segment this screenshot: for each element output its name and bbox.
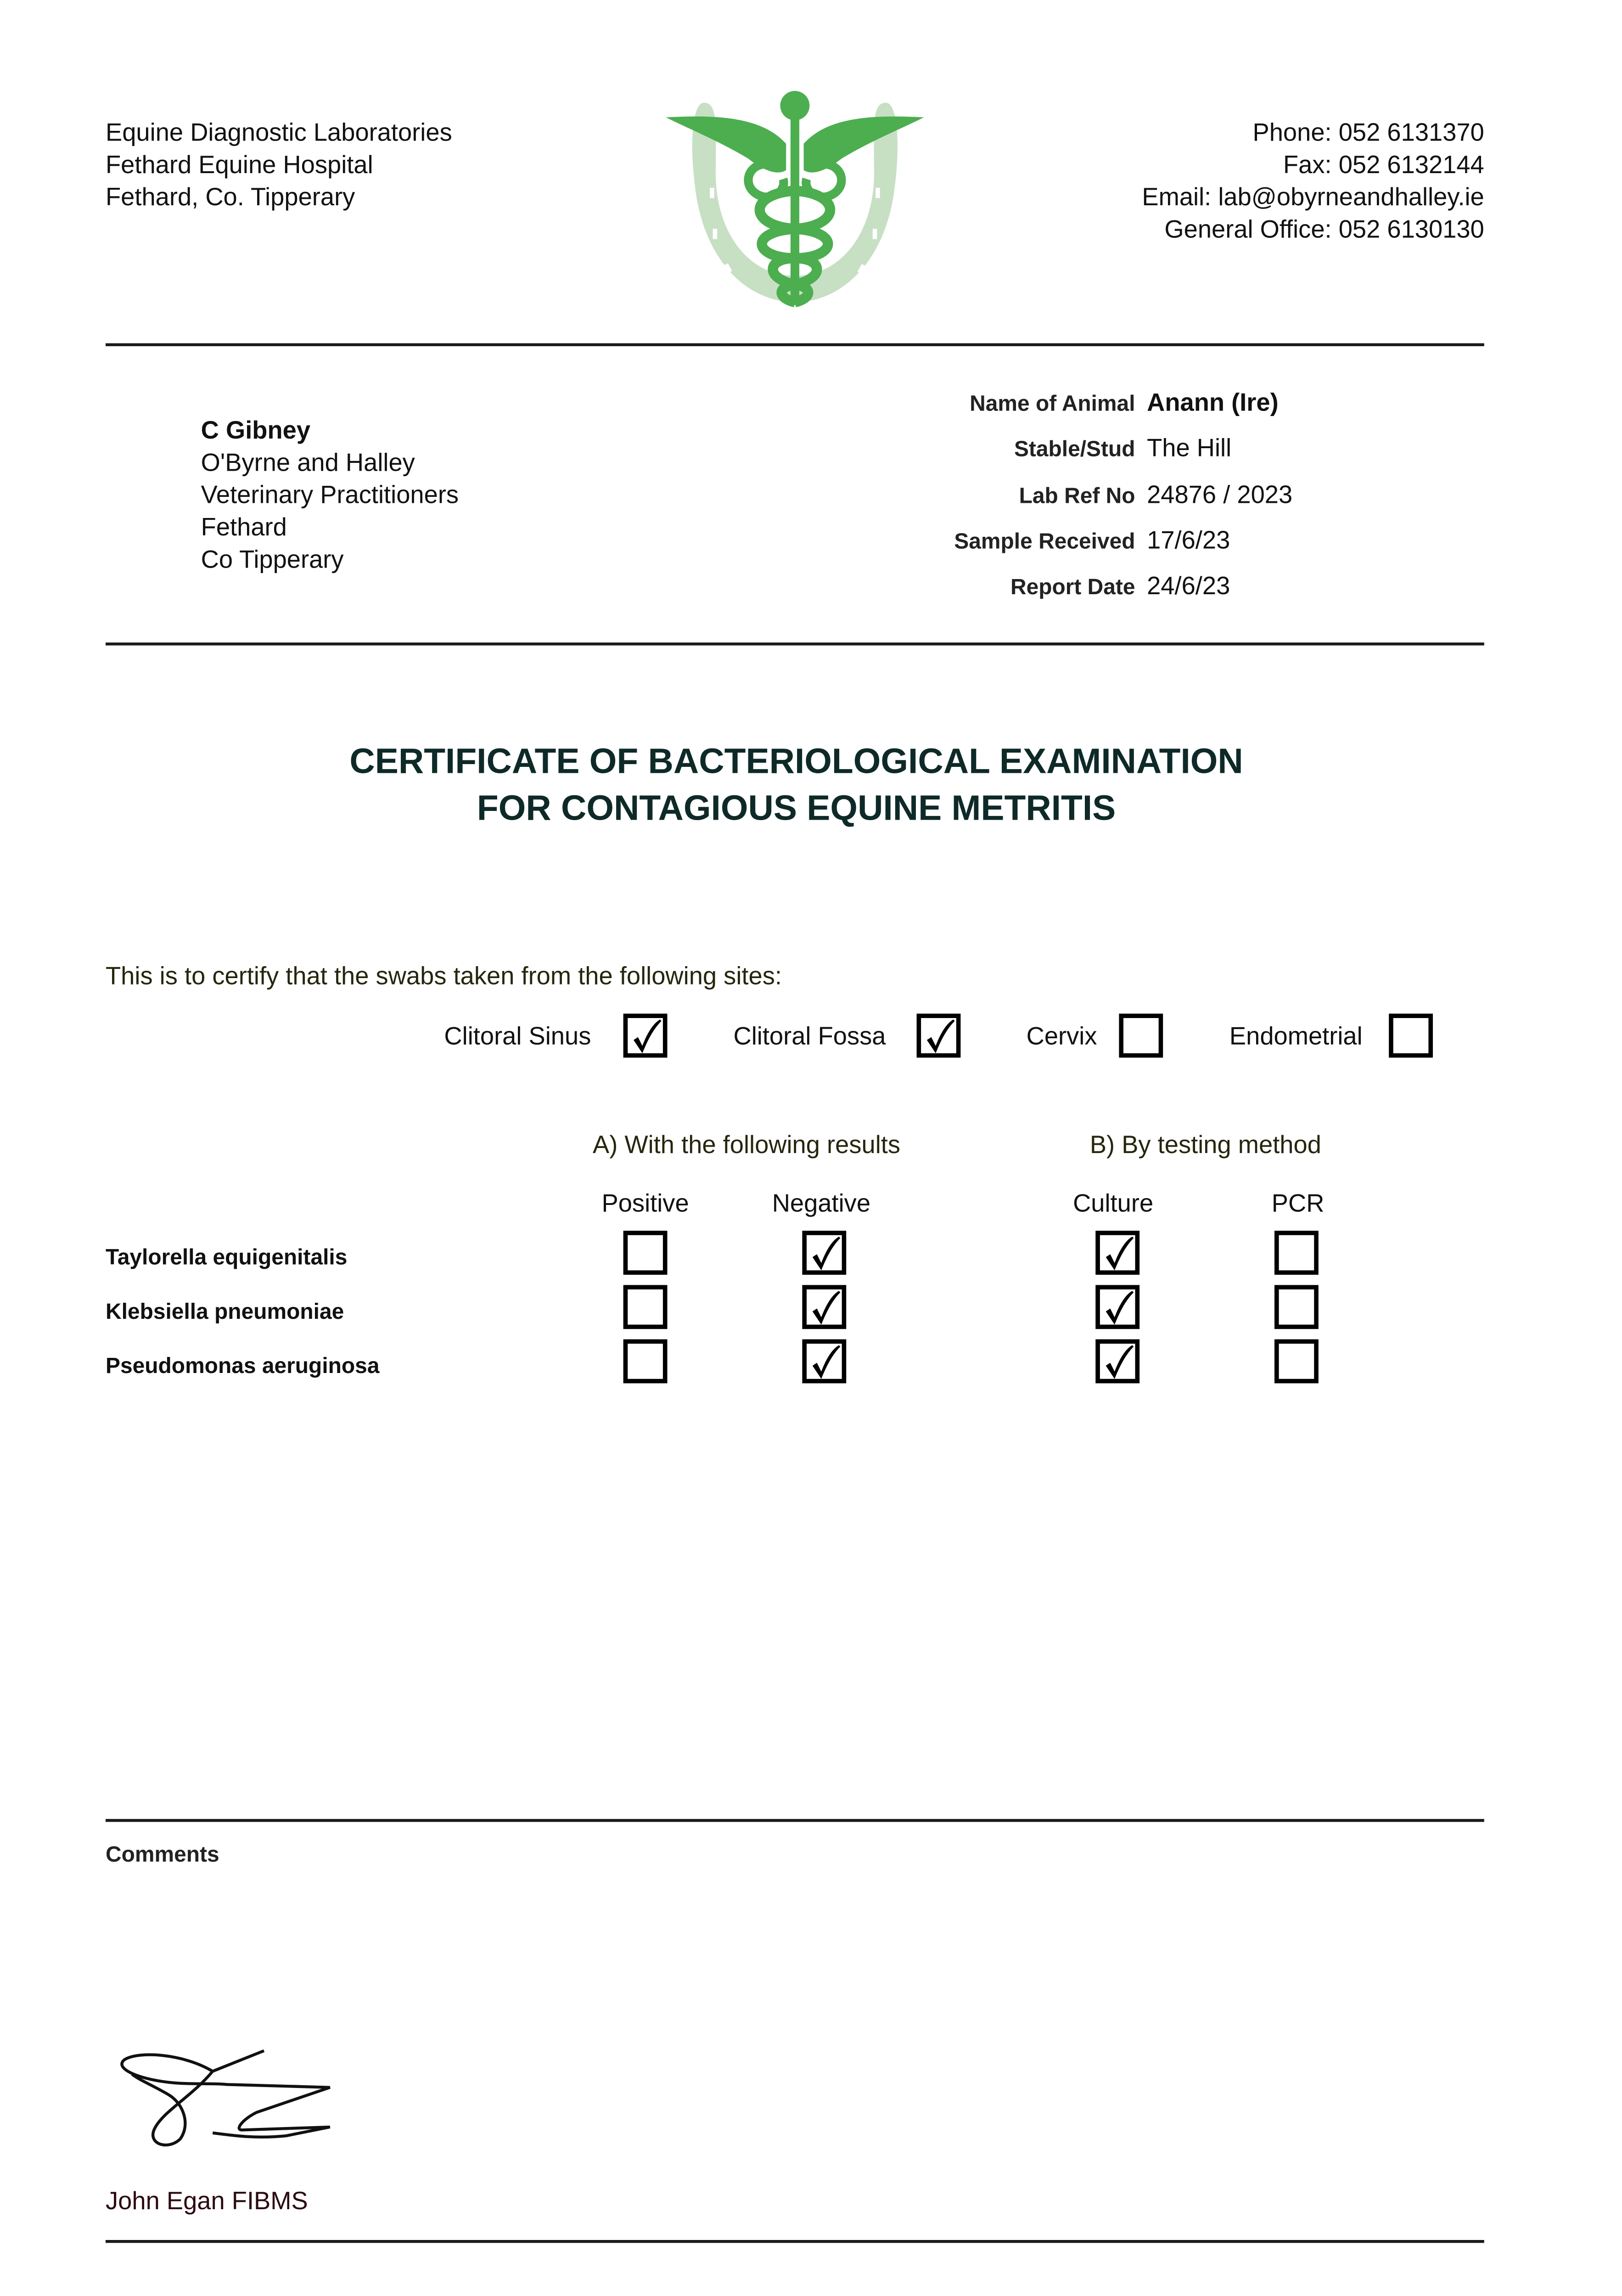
organism-name: Pseudomonas aeruginosa bbox=[106, 1354, 380, 1379]
checkmark-icon bbox=[634, 1019, 662, 1053]
fax: Fax: 052 6132144 bbox=[1283, 151, 1484, 179]
certificate-subtitle: FOR CONTAGIOUS EQUINE METRITIS bbox=[477, 789, 1116, 829]
column-culture: Culture bbox=[1073, 1189, 1154, 1218]
phone: Phone: 052 6131370 bbox=[1252, 118, 1484, 147]
section-a-heading: A) With the following results bbox=[592, 1131, 901, 1159]
sample-received-value: 17/6/23 bbox=[1147, 526, 1230, 555]
label-report-date: Report Date bbox=[1010, 575, 1135, 600]
checkbox-clitoral-sinus[interactable] bbox=[623, 1013, 668, 1058]
lab-line: Fethard, Co. Tipperary bbox=[106, 183, 355, 212]
checkbox-culture[interactable] bbox=[1095, 1339, 1140, 1384]
column-negative: Negative bbox=[772, 1189, 871, 1218]
checkbox-positive[interactable] bbox=[623, 1285, 668, 1329]
site-label-endometrial: Endometrial bbox=[1229, 1022, 1363, 1051]
divider bbox=[106, 343, 1484, 346]
checkmark-icon bbox=[1106, 1236, 1134, 1271]
checkbox-pcr[interactable] bbox=[1274, 1231, 1319, 1275]
checkbox-culture[interactable] bbox=[1095, 1231, 1140, 1275]
report-date-value: 24/6/23 bbox=[1147, 572, 1230, 600]
lab-ref-value: 24876 / 2023 bbox=[1147, 481, 1293, 509]
animal-name: Anann (Ire) bbox=[1147, 388, 1279, 417]
site-label-clitoral-sinus: Clitoral Sinus bbox=[444, 1022, 591, 1051]
section-b-heading: B) By testing method bbox=[1089, 1131, 1321, 1159]
checkbox-cervix[interactable] bbox=[1119, 1013, 1163, 1058]
column-pcr: PCR bbox=[1271, 1189, 1325, 1218]
checkbox-negative[interactable] bbox=[802, 1285, 847, 1329]
contact-info: Phone: 052 6131370 Fax: 052 6132144 Emai… bbox=[1142, 118, 1484, 247]
checkbox-pcr[interactable] bbox=[1274, 1339, 1319, 1384]
site-label-clitoral-fossa: Clitoral Fossa bbox=[733, 1022, 886, 1051]
checkbox-endometrial[interactable] bbox=[1389, 1013, 1433, 1058]
checkbox-negative[interactable] bbox=[802, 1339, 847, 1384]
site-label-cervix: Cervix bbox=[1026, 1022, 1097, 1051]
label-lab-ref: Lab Ref No bbox=[1019, 484, 1135, 509]
certificate-title: CERTIFICATE OF BACTERIOLOGICAL EXAMINATI… bbox=[349, 742, 1243, 782]
divider bbox=[106, 1819, 1484, 1822]
email: Email: lab@obyrneandhalley.ie bbox=[1142, 183, 1484, 212]
checkmark-icon bbox=[812, 1236, 841, 1271]
checkmark-icon bbox=[1106, 1345, 1134, 1379]
checkmark-icon bbox=[812, 1291, 841, 1325]
checkmark-icon bbox=[1106, 1291, 1134, 1325]
checkmark-icon bbox=[812, 1345, 841, 1379]
column-positive: Positive bbox=[601, 1189, 689, 1218]
address-line: O'Byrne and Halley bbox=[201, 449, 415, 477]
address-line: Fethard bbox=[201, 513, 287, 541]
certify-text: This is to certify that the swabs taken … bbox=[106, 962, 782, 990]
organism-name: Taylorella equigenitalis bbox=[106, 1245, 348, 1271]
checkbox-clitoral-fossa[interactable] bbox=[916, 1013, 961, 1058]
label-sample-received: Sample Received bbox=[954, 529, 1135, 555]
address-line: Co Tipperary bbox=[201, 546, 344, 574]
comments-label: Comments bbox=[106, 1842, 219, 1868]
checkbox-positive[interactable] bbox=[623, 1339, 668, 1384]
caduceus-horseshoe-icon bbox=[666, 91, 924, 308]
checkbox-pcr[interactable] bbox=[1274, 1285, 1319, 1329]
checkbox-positive[interactable] bbox=[623, 1231, 668, 1275]
lab-line: Fethard Equine Hospital bbox=[106, 151, 373, 179]
divider bbox=[106, 2240, 1484, 2243]
checkmark-icon bbox=[926, 1019, 955, 1053]
recipient-address: C Gibney O'Byrne and Halley Veterinary P… bbox=[201, 415, 459, 576]
checkbox-culture[interactable] bbox=[1095, 1285, 1140, 1329]
organism-name: Klebsiella pneumoniae bbox=[106, 1300, 344, 1325]
divider bbox=[106, 642, 1484, 646]
label-animal-name: Name of Animal bbox=[970, 391, 1135, 417]
general-office: General Office: 052 6130130 bbox=[1164, 215, 1484, 244]
address-line: Veterinary Practitioners bbox=[201, 481, 459, 509]
signatory-name: John Egan FIBMS bbox=[106, 2187, 308, 2215]
checkbox-negative[interactable] bbox=[802, 1231, 847, 1275]
recipient-name: C Gibney bbox=[201, 416, 311, 445]
signature bbox=[120, 2049, 331, 2147]
lab-line: Equine Diagnostic Laboratories bbox=[106, 118, 452, 147]
stable-value: The Hill bbox=[1147, 434, 1232, 462]
label-stable: Stable/Stud bbox=[1014, 437, 1135, 462]
lab-address: Equine Diagnostic Laboratories Fethard E… bbox=[106, 118, 452, 214]
